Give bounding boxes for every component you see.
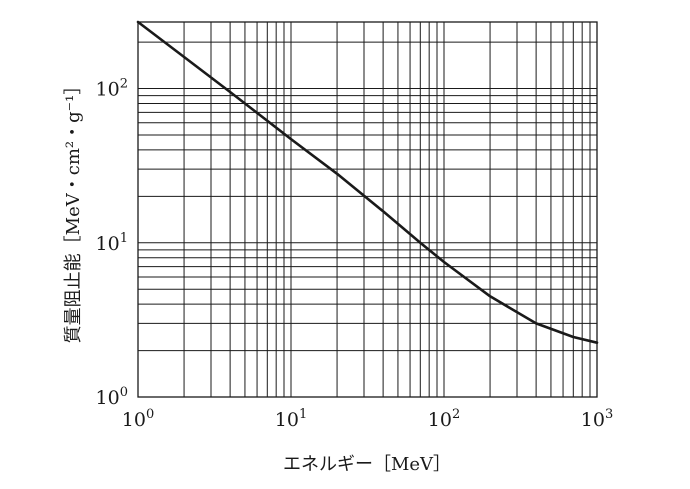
y-tick-label: 100 — [96, 385, 128, 409]
y-tick-label: 102 — [96, 77, 128, 101]
x-tick-label: 103 — [581, 407, 613, 431]
y-axis-label: 質量阻止能［MeV・cm²・g⁻¹］ — [63, 77, 84, 344]
x-tick-label: 102 — [428, 407, 460, 431]
x-axis-label: エネルギー［MeV］ — [283, 454, 451, 475]
x-tick-labels: 100 101 102 103 — [122, 407, 613, 431]
x-tick-label: 101 — [275, 407, 307, 431]
y-tick-label: 101 — [96, 231, 128, 255]
grid-lines — [138, 22, 597, 397]
series-line — [136, 20, 599, 344]
x-tick-label: 100 — [122, 407, 154, 431]
plot-frame — [137, 21, 598, 398]
y-tick-labels: 100 101 102 — [96, 77, 128, 409]
